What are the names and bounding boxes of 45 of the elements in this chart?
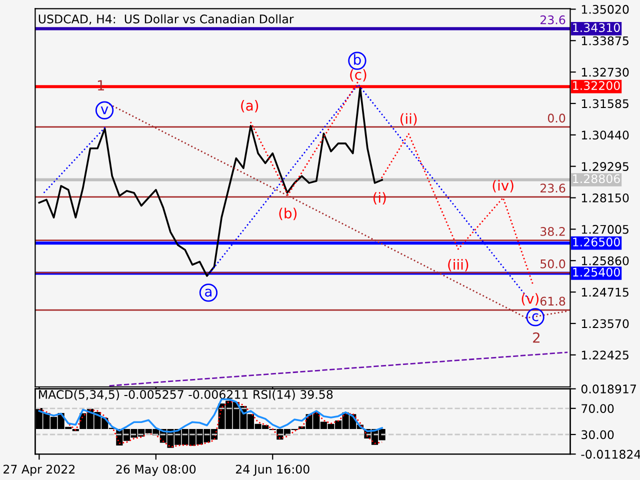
annotation: 50.0: [540, 259, 566, 268]
annotation: 23.6: [540, 15, 566, 24]
ref-line-label: 1.26500: [573, 238, 620, 246]
y-tick-label: 1.23570: [582, 319, 629, 328]
annotation: v: [100, 106, 108, 114]
y-tick-label: 1.33875: [582, 36, 628, 46]
annotation: (b): [279, 208, 297, 220]
ref-line-label: 1.28806: [573, 174, 620, 184]
annotation: 23.6: [540, 184, 566, 193]
annotation: (ii): [400, 113, 417, 126]
ref-line-label: 1.34310: [573, 23, 620, 32]
y-tick-label: 1.31585: [582, 99, 628, 108]
annotation: 2: [533, 332, 540, 343]
y-tick-label: 1.32730: [582, 68, 629, 77]
x-tick-label: 26 May 08:00: [116, 464, 196, 476]
x-tick-label: 24 Jun 16:00: [236, 464, 310, 476]
y2-tick-label: 30.00: [582, 430, 614, 440]
annotation: a: [205, 288, 212, 297]
y-tick-label: 1.30440: [582, 130, 629, 140]
y-tick-label: 1.35020: [582, 4, 629, 14]
y-tick-label: 1.25860: [582, 256, 629, 266]
y-tick-label: 1.22425: [582, 350, 628, 360]
line-series: [38, 401, 383, 448]
annotation: (v): [522, 293, 538, 306]
ref-line-label: 1.32200: [573, 81, 620, 90]
y-tick-label: 1.24715: [582, 288, 628, 297]
x-tick-label: 27 Apr 2022: [4, 464, 74, 476]
y-tick-label: 0.018917: [581, 384, 636, 394]
annotation: b: [354, 54, 361, 65]
annotation: (c): [350, 69, 366, 82]
annotation: (a): [241, 100, 258, 112]
y-tick-label: 1.27005: [582, 224, 628, 234]
annotation: (iii): [448, 259, 468, 272]
annotation: c: [532, 313, 538, 322]
chart-title: MACD(5,34,5) -0.005257 -0.006211 RSI(14) 39.58: [39, 390, 333, 400]
ref-line-label: 1.25400: [573, 268, 620, 277]
chart-title: USDCAD, H4: US Dollar vs Canadian Dollar: [38, 14, 294, 25]
annotation: 38.2: [540, 227, 565, 236]
y2-tick-label: 70.00: [582, 404, 614, 414]
y-tick-label: 1.28150: [582, 193, 629, 202]
annotation: 61.8: [540, 296, 566, 306]
annotation: 0.0: [548, 114, 566, 123]
y-tick-label: 1.29295: [582, 162, 628, 171]
annotation: 1: [98, 80, 104, 90]
annotation: (iv): [492, 180, 514, 192]
